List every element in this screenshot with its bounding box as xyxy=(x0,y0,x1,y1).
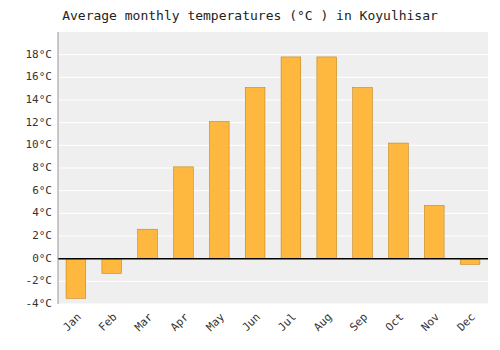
chart-svg: -4°C -2°C 0°C 2°C 4°C 6°C 8°C 10°C 12°C 14°C 16°C 1… xyxy=(0,0,500,350)
bar xyxy=(389,143,409,259)
y-axis-line xyxy=(58,32,59,304)
bar xyxy=(209,122,229,259)
x-tick-label: Sep xyxy=(347,311,370,334)
x-tick-label: Nov xyxy=(419,310,443,334)
bar xyxy=(424,205,444,258)
x-tick-label: May xyxy=(204,310,228,334)
y-tick-label: 8°C xyxy=(32,161,52,174)
bar xyxy=(317,57,337,259)
x-tick-label: Mar xyxy=(132,310,156,334)
grid-line xyxy=(58,54,488,55)
plot-background xyxy=(58,32,488,304)
y-tick-label: 10°C xyxy=(26,138,53,151)
grid-line xyxy=(58,190,488,191)
bar xyxy=(245,88,265,259)
grid-line xyxy=(58,100,488,101)
x-axis-labels: Jan Feb Mar Apr May Jun Jul Aug Sep Oct Nov Dec xyxy=(60,310,477,334)
zero-line xyxy=(58,258,488,260)
y-tick-label: -4°C xyxy=(26,297,53,310)
grid-line xyxy=(58,77,488,78)
bar xyxy=(66,259,86,299)
y-tick-label: 18°C xyxy=(26,48,53,61)
bar xyxy=(353,88,373,259)
grid-line xyxy=(58,213,488,214)
grid-line xyxy=(58,145,488,146)
x-tick-label: Aug xyxy=(311,311,334,334)
grid-line xyxy=(58,304,488,305)
y-tick-label: 14°C xyxy=(26,93,53,106)
y-tick-label: 6°C xyxy=(32,184,52,197)
y-tick-label: 12°C xyxy=(26,116,53,129)
grid-line xyxy=(58,122,488,123)
x-tick-label: Jul xyxy=(275,311,298,334)
grid-line xyxy=(58,236,488,237)
title: Average monthly temperatures (°C ) in Ko… xyxy=(62,8,438,23)
grid-line xyxy=(58,168,488,169)
bar xyxy=(281,57,301,259)
chart-container: -4°C -2°C 0°C 2°C 4°C 6°C 8°C 10°C 12°C 14°C 16°C 1… xyxy=(0,0,500,350)
x-tick-label: Feb xyxy=(96,311,119,334)
grid-line xyxy=(58,258,488,259)
y-tick-label: 0°C xyxy=(32,252,52,265)
y-tick-label: 4°C xyxy=(32,206,52,219)
x-tick-label: Oct xyxy=(383,311,406,334)
y-tick-label: 2°C xyxy=(32,229,52,242)
x-tick-label: Dec xyxy=(455,311,478,334)
y-tick-label: 16°C xyxy=(26,70,53,83)
y-tick-label: -2°C xyxy=(26,274,53,287)
bar xyxy=(102,259,122,274)
grid xyxy=(58,55,488,304)
bar xyxy=(174,167,194,259)
bar xyxy=(460,259,480,265)
x-tick-label: Jan xyxy=(60,311,83,334)
grid-line xyxy=(58,281,488,282)
x-tick-label: Jun xyxy=(240,311,263,334)
x-tick-label: Apr xyxy=(168,310,192,334)
bar xyxy=(138,229,158,258)
bars xyxy=(66,57,480,298)
y-axis-labels: -4°C -2°C 0°C 2°C 4°C 6°C 8°C 10°C 12°C 14°C 16°C 1… xyxy=(26,48,53,310)
